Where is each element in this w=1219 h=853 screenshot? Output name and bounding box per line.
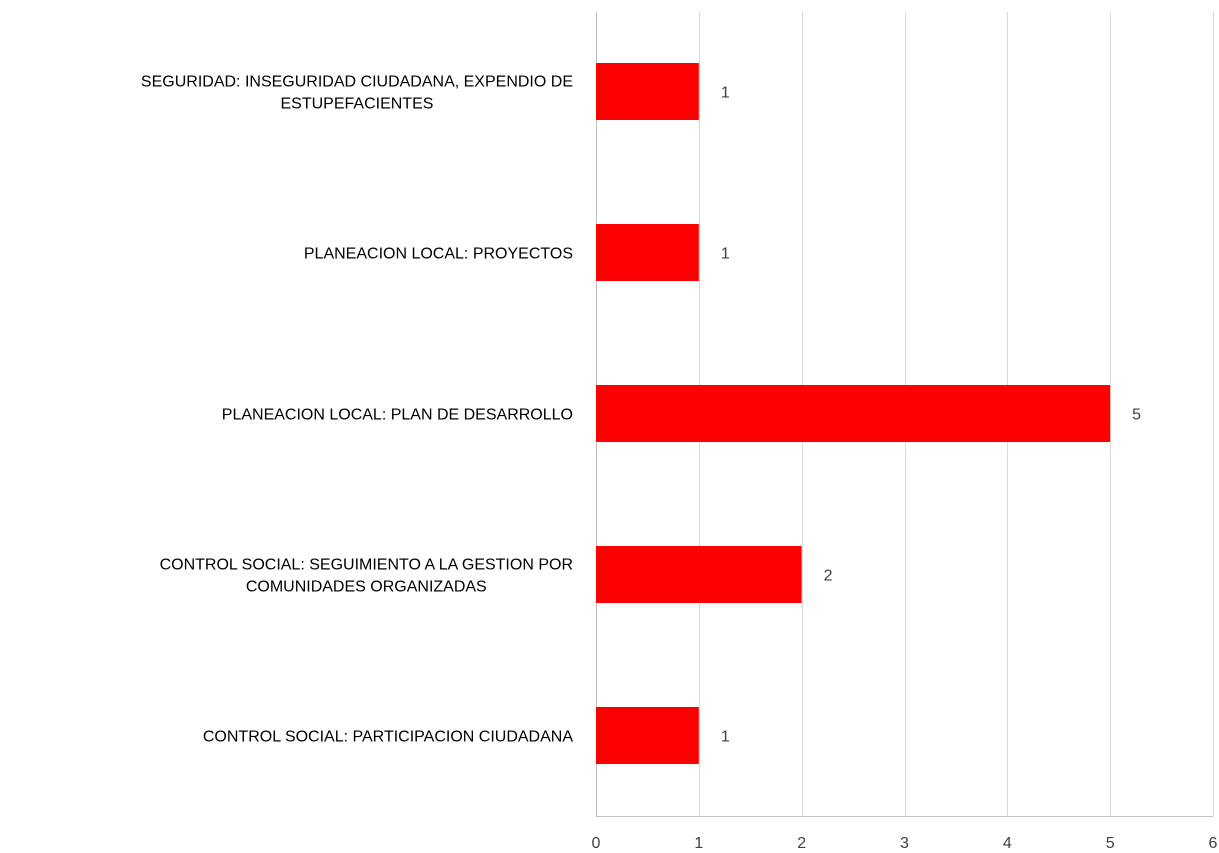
data-labels: 1 1 5 2 1 (721, 85, 1141, 746)
category-label: COMUNIDADES ORGANIZADAS (246, 579, 487, 596)
x-tick-label: 6 (1209, 835, 1218, 852)
category-label: CONTROL SOCIAL: SEGUIMIENTO A LA GESTION… (160, 557, 573, 574)
data-label: 5 (1132, 407, 1141, 424)
category-label: PLANEACION LOCAL: PLAN DE DESARROLLO (222, 407, 573, 424)
bar (596, 385, 1111, 442)
data-label: 1 (721, 729, 730, 746)
bar (596, 707, 699, 764)
category-label: PLANEACION LOCAL: PROYECTOS (304, 246, 573, 263)
category-label: ESTUPEFACIENTES (281, 96, 434, 113)
x-axis-tick-labels: 0 1 2 3 4 5 6 (592, 835, 1218, 852)
category-labels: SEGURIDAD: INSEGURIDAD CIUDADANA, EXPEND… (141, 74, 573, 746)
category-label: SEGURIDAD: INSEGURIDAD CIUDADANA, EXPEND… (141, 74, 573, 91)
data-label: 2 (824, 568, 833, 585)
x-tick-label: 5 (1106, 835, 1115, 852)
bar (596, 546, 802, 603)
bars (596, 63, 1111, 764)
bar (596, 224, 699, 281)
data-label: 1 (721, 246, 730, 263)
data-label: 1 (721, 85, 730, 102)
x-tick-label: 4 (1003, 835, 1012, 852)
x-tick-label: 2 (797, 835, 806, 852)
x-tick-label: 3 (900, 835, 909, 852)
x-tick-label: 1 (694, 835, 703, 852)
x-tick-label: 0 (592, 835, 601, 852)
bar (596, 63, 699, 120)
category-label: CONTROL SOCIAL: PARTICIPACION CIUDADANA (203, 729, 573, 746)
